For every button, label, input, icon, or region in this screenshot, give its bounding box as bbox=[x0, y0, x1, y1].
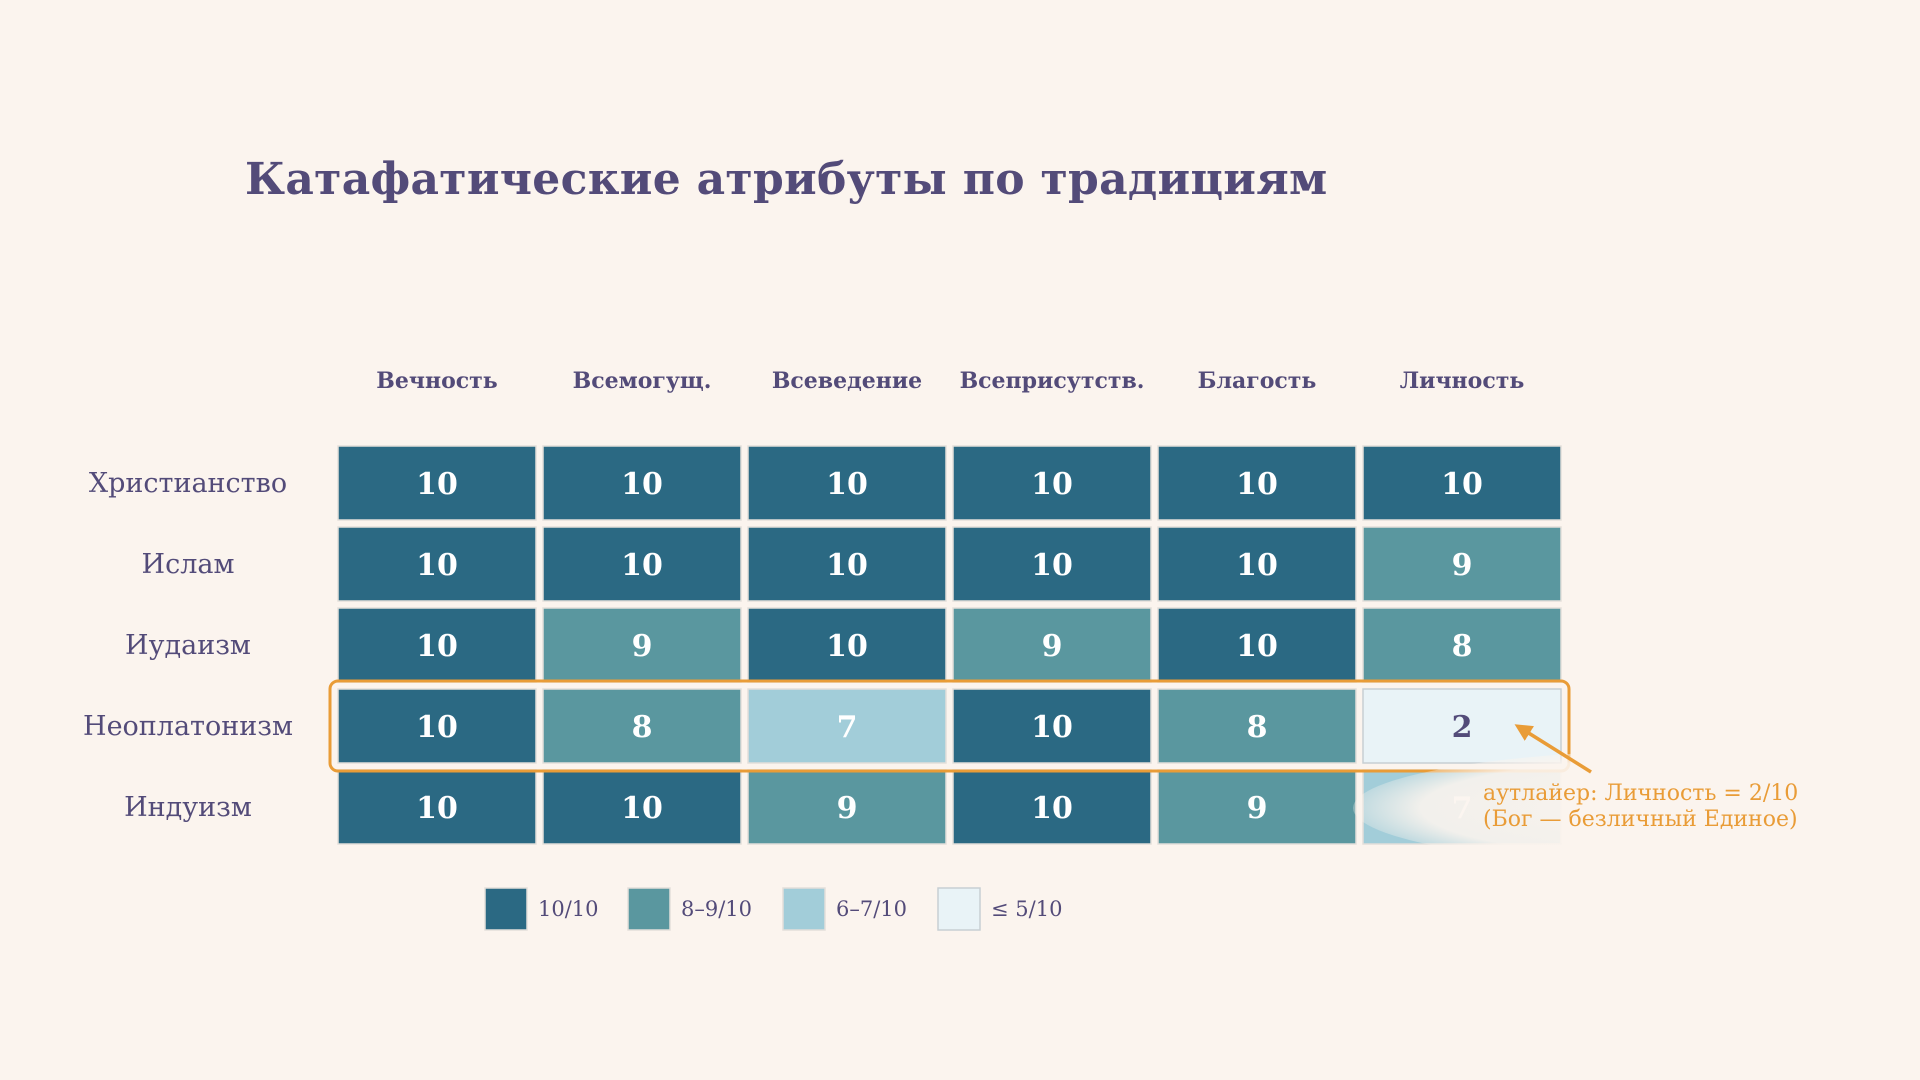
heatmap-cell bbox=[542, 445, 742, 521]
chart-title: Катафатические атрибуты по традициям bbox=[245, 154, 1328, 205]
heatmap-cell bbox=[747, 445, 947, 521]
heatmap-cell bbox=[952, 445, 1152, 521]
cell-value-label: 10 bbox=[1031, 791, 1073, 826]
cell-value-label: 10 bbox=[416, 710, 458, 745]
row-label-4: Неоплатонизм bbox=[83, 711, 293, 742]
cell-value-label: 10 bbox=[621, 548, 663, 583]
cell-value-label: 8 bbox=[1247, 710, 1268, 745]
cell-value-label: 9 bbox=[1247, 791, 1268, 826]
column-label-4: Всеприсутств. bbox=[960, 368, 1145, 394]
heatmap-cell bbox=[337, 445, 537, 521]
cell-value-label: 10 bbox=[1031, 710, 1073, 745]
heatmap-cell bbox=[542, 526, 742, 602]
heatmap-cell bbox=[337, 526, 537, 602]
cell-value-label: 10 bbox=[826, 467, 868, 502]
column-label-2: Всемогущ. bbox=[573, 368, 712, 394]
heatmap-cell bbox=[1362, 607, 1562, 683]
heatmap-cell bbox=[337, 607, 537, 683]
cell-value-label: 10 bbox=[1031, 548, 1073, 583]
row-label-5: Индуизм bbox=[124, 792, 252, 823]
cell-value-label: 10 bbox=[1441, 467, 1483, 502]
heatmap-cell bbox=[1157, 688, 1357, 764]
heatmap-cell bbox=[1157, 607, 1357, 683]
cell-value-label: 10 bbox=[1031, 467, 1073, 502]
cell-value-label: 2 bbox=[1452, 710, 1473, 745]
heatmap-cell bbox=[952, 688, 1152, 764]
cell-value-label: 10 bbox=[416, 791, 458, 826]
cell-value-label: 9 bbox=[632, 629, 653, 664]
cell-value-label: 9 bbox=[1042, 629, 1063, 664]
highlight-row-frame bbox=[328, 679, 1571, 773]
legend-swatch-1 bbox=[484, 887, 528, 931]
legend-label-4: ≤ 5/10 bbox=[991, 897, 1062, 921]
cell-value-label: 10 bbox=[1236, 548, 1278, 583]
cell-value-label: 10 bbox=[416, 467, 458, 502]
row-label-1: Христианство bbox=[89, 468, 287, 499]
heatmap-cell bbox=[952, 769, 1152, 845]
annotation-arrow bbox=[1514, 724, 1592, 774]
legend-swatch-3 bbox=[782, 887, 826, 931]
annotation-line-2: (Бог — безличный Единое) bbox=[1483, 807, 1798, 832]
heatmap-cell bbox=[1157, 445, 1357, 521]
cell-value-label: 7 bbox=[837, 710, 858, 745]
column-label-6: Личность bbox=[1400, 368, 1525, 394]
heatmap-cell bbox=[1362, 526, 1562, 602]
heatmap-cell bbox=[747, 607, 947, 683]
column-label-3: Всеведение bbox=[772, 368, 922, 394]
legend-label-1: 10/10 bbox=[538, 897, 599, 921]
legend-swatch-4 bbox=[937, 887, 981, 931]
heatmap-cell bbox=[747, 688, 947, 764]
cell-value-label: 8 bbox=[632, 710, 653, 745]
annotation-backdrop bbox=[1353, 750, 1920, 866]
cell-value-label: 10 bbox=[826, 629, 868, 664]
heatmap-cell bbox=[337, 688, 537, 764]
annotation-line-1: аутлайер: Личность = 2/10 bbox=[1483, 781, 1798, 806]
heatmap-cell bbox=[952, 526, 1152, 602]
heatmap-cell bbox=[337, 769, 537, 845]
cell-value-label: 10 bbox=[826, 548, 868, 583]
cell-value-label: 10 bbox=[1236, 467, 1278, 502]
heatmap-cell bbox=[747, 526, 947, 602]
cell-value-label: 10 bbox=[416, 548, 458, 583]
cell-value-label: 10 bbox=[416, 629, 458, 664]
cell-value-label: 9 bbox=[837, 791, 858, 826]
legend-label-3: 6–7/10 bbox=[836, 897, 907, 921]
heatmap-cell bbox=[542, 607, 742, 683]
column-label-5: Благость bbox=[1198, 368, 1317, 394]
cell-value-label: 10 bbox=[621, 467, 663, 502]
heatmap-cell bbox=[952, 607, 1152, 683]
cell-value-label: 10 bbox=[1236, 629, 1278, 664]
heatmap-cell bbox=[542, 688, 742, 764]
legend-label-2: 8–9/10 bbox=[681, 897, 752, 921]
cell-value-label: 10 bbox=[621, 791, 663, 826]
heatmap-cell bbox=[1362, 445, 1562, 521]
heatmap-cell bbox=[1157, 769, 1357, 845]
cell-value-label: 9 bbox=[1452, 548, 1473, 583]
heatmap-cell bbox=[542, 769, 742, 845]
row-label-3: Иудаизм bbox=[125, 630, 251, 661]
heatmap-cell bbox=[1157, 526, 1357, 602]
row-label-2: Ислам bbox=[142, 549, 235, 580]
cell-value-label: 8 bbox=[1452, 629, 1473, 664]
column-label-1: Вечность bbox=[376, 368, 497, 394]
legend-swatch-2 bbox=[627, 887, 671, 931]
